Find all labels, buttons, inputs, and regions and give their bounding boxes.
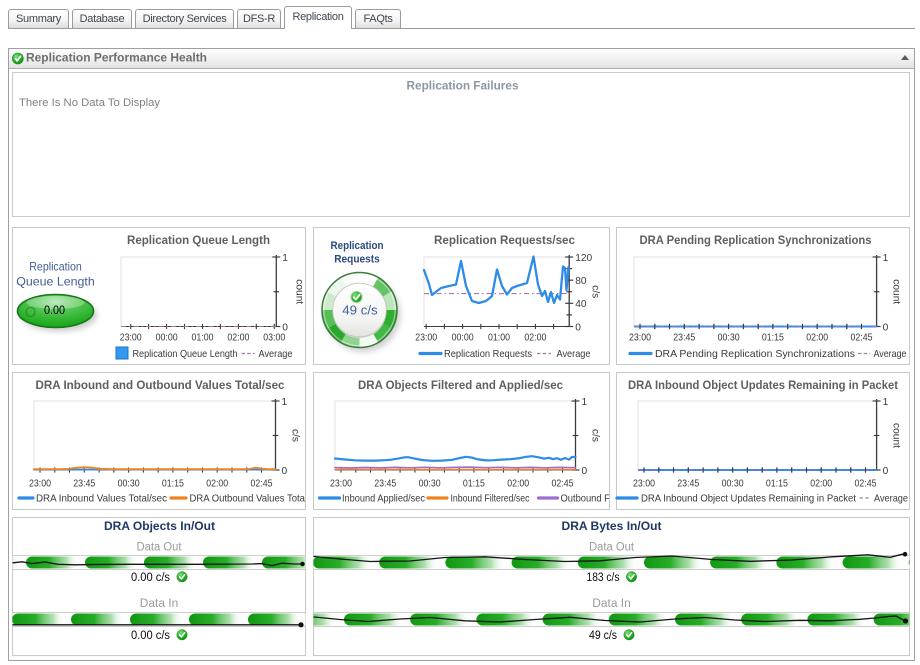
svg-text:Replication Requests/sec: Replication Requests/sec [434, 233, 575, 247]
svg-text:Replication Performance Health: Replication Performance Health [26, 51, 207, 65]
svg-text:0.00: 0.00 [44, 303, 65, 317]
svg-text:00:30: 00:30 [718, 333, 740, 344]
svg-text:02:45: 02:45 [855, 479, 877, 490]
svg-text:Data In: Data In [140, 598, 179, 610]
svg-text:183 c/s: 183 c/s [587, 572, 620, 584]
svg-text:count: count [891, 279, 902, 304]
svg-text:01:15: 01:15 [162, 479, 184, 490]
svg-text:00:30: 00:30 [419, 479, 441, 490]
svg-text:Data In: Data In [592, 598, 631, 610]
svg-text:c/s: c/s [590, 429, 601, 442]
svg-text:02:00: 02:00 [206, 479, 228, 490]
svg-text:DRA Pending Replication Synchr: DRA Pending Replication Synchronizations [640, 235, 872, 247]
svg-text:03:00: 03:00 [263, 333, 285, 344]
svg-text:There Is No Data To Display: There Is No Data To Display [19, 97, 160, 109]
svg-text:00:00: 00:00 [452, 333, 474, 344]
svg-text:01:15: 01:15 [463, 479, 485, 490]
svg-text:0: 0 [883, 322, 889, 333]
svg-text:1: 1 [582, 397, 588, 408]
svg-text:Replication: Replication [29, 260, 82, 274]
svg-text:Average: Average [259, 349, 293, 360]
svg-text:23:45: 23:45 [677, 479, 699, 490]
svg-text:Queue Length: Queue Length [16, 275, 95, 289]
svg-text:23:45: 23:45 [673, 333, 695, 344]
svg-text:23:00: 23:00 [629, 333, 651, 344]
svg-text:1: 1 [282, 253, 288, 264]
svg-text:0: 0 [282, 322, 288, 333]
svg-text:23:00: 23:00 [120, 333, 142, 344]
svg-text:DRA Inbound Object Updates Rem: DRA Inbound Object Updates Remaining in … [641, 494, 856, 505]
svg-text:80: 80 [575, 276, 587, 287]
svg-text:0.00 c/s: 0.00 c/s [131, 572, 170, 584]
svg-text:02:00: 02:00 [524, 333, 546, 344]
svg-text:01:15: 01:15 [766, 479, 788, 490]
svg-text:Replication Queue Length: Replication Queue Length [127, 233, 270, 247]
svg-text:49 c/s: 49 c/s [342, 304, 377, 318]
svg-text:02:00: 02:00 [507, 479, 529, 490]
svg-text:count: count [891, 423, 902, 448]
svg-text:120: 120 [575, 253, 592, 264]
svg-text:00:30: 00:30 [118, 479, 140, 490]
svg-text:Average: Average [874, 494, 908, 505]
svg-text:DRA Outbound Values Total/sec: DRA Outbound Values Total/sec [190, 494, 325, 505]
svg-text:01:00: 01:00 [192, 333, 214, 344]
svg-text:count: count [293, 279, 304, 304]
svg-text:DRA Objects Filtered and Appli: DRA Objects Filtered and Applied/sec [358, 380, 564, 392]
svg-text:23:00: 23:00 [633, 479, 655, 490]
svg-text:40: 40 [575, 299, 587, 310]
svg-text:00:00: 00:00 [156, 333, 178, 344]
svg-text:DRA Objects In/Out: DRA Objects In/Out [104, 519, 215, 533]
svg-text:02:45: 02:45 [251, 479, 273, 490]
svg-text:49 c/s: 49 c/s [589, 630, 617, 642]
svg-text:23:00: 23:00 [29, 479, 51, 490]
svg-text:Inbound Applied/sec: Inbound Applied/sec [342, 494, 425, 505]
svg-text:02:45: 02:45 [851, 333, 873, 344]
svg-text:02:00: 02:00 [810, 479, 832, 490]
svg-text:Replication: Replication [331, 240, 384, 252]
svg-text:DRA Pending Replication Synchr: DRA Pending Replication Synchronizations [655, 349, 855, 360]
svg-text:01:00: 01:00 [488, 333, 510, 344]
svg-text:02:00: 02:00 [227, 333, 249, 344]
svg-text:Average: Average [557, 349, 591, 360]
svg-text:0: 0 [282, 466, 288, 477]
svg-text:Replication Requests: Replication Requests [444, 349, 532, 360]
svg-text:02:00: 02:00 [806, 333, 828, 344]
svg-text:DRA Inbound and Outbound Value: DRA Inbound and Outbound Values Total/se… [36, 380, 286, 392]
svg-text:DRA Bytes In/Out: DRA Bytes In/Out [562, 519, 662, 533]
svg-text:00:30: 00:30 [722, 479, 744, 490]
svg-text:c/s: c/s [590, 285, 601, 298]
svg-text:02:45: 02:45 [552, 479, 574, 490]
svg-text:c/s: c/s [290, 429, 301, 442]
svg-text:23:45: 23:45 [73, 479, 95, 490]
svg-text:23:45: 23:45 [374, 479, 396, 490]
svg-text:Replication Failures: Replication Failures [407, 81, 519, 93]
svg-text:Replication Queue Length: Replication Queue Length [133, 349, 238, 360]
svg-text:Requests: Requests [334, 254, 380, 266]
svg-text:Outbound Filtered/sec: Outbound Filtered/sec [561, 494, 653, 505]
svg-text:0.00 c/s: 0.00 c/s [131, 630, 170, 642]
svg-text:0: 0 [575, 322, 581, 333]
svg-text:01:15: 01:15 [762, 333, 784, 344]
svg-text:Data Out: Data Out [589, 542, 635, 554]
svg-text:0: 0 [582, 466, 588, 477]
svg-text:DRA Inbound Values Total/sec: DRA Inbound Values Total/sec [36, 494, 167, 505]
svg-text:Average: Average [874, 349, 907, 360]
svg-text:1: 1 [883, 397, 889, 408]
svg-text:Data Out: Data Out [137, 542, 183, 554]
svg-text:1: 1 [282, 397, 288, 408]
svg-text:0: 0 [883, 466, 889, 477]
svg-text:23:00: 23:00 [330, 479, 352, 490]
svg-text:1: 1 [883, 253, 889, 264]
svg-text:Inbound Filtered/sec: Inbound Filtered/sec [451, 494, 530, 505]
svg-text:23:00: 23:00 [415, 333, 437, 344]
svg-text:DRA Inbound Object Updates Rem: DRA Inbound Object Updates Remaining in … [628, 380, 898, 392]
